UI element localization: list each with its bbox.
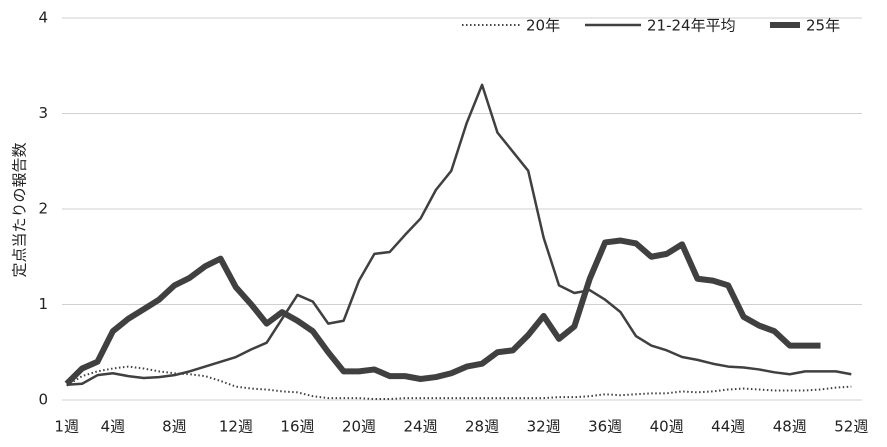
legend-label: 20年 xyxy=(526,17,560,35)
line-series xyxy=(66,83,852,386)
x-tick-label: 44週 xyxy=(711,418,745,436)
x-tick-label: 36週 xyxy=(588,418,622,436)
line-series xyxy=(64,237,821,386)
x-tick-label: 16週 xyxy=(280,418,314,436)
y-axis-label: 定点当たりの報告数 xyxy=(11,142,29,277)
x-tick-label: 40週 xyxy=(650,418,684,436)
legend-label: 25年 xyxy=(806,17,840,35)
y-tick-label: 2 xyxy=(38,200,48,218)
x-tick-label: 32週 xyxy=(527,418,561,436)
x-tick-label: 12週 xyxy=(219,418,253,436)
y-tick-label: 4 xyxy=(38,9,48,27)
x-tick-label: 1週 xyxy=(54,418,79,436)
x-tick-label: 20週 xyxy=(342,418,376,436)
x-tick-label: 52週 xyxy=(834,418,868,436)
y-tick-label: 3 xyxy=(38,104,48,122)
x-tick-label: 24週 xyxy=(403,418,437,436)
x-tick-label: 28週 xyxy=(465,418,499,436)
y-tick-label: 1 xyxy=(38,295,48,313)
legend-label: 21-24年平均 xyxy=(647,17,736,35)
x-tick-label: 8週 xyxy=(162,418,187,436)
y-tick-label: 0 xyxy=(38,391,48,409)
x-tick-label: 48週 xyxy=(773,418,807,436)
x-tick-label: 4週 xyxy=(101,418,126,436)
